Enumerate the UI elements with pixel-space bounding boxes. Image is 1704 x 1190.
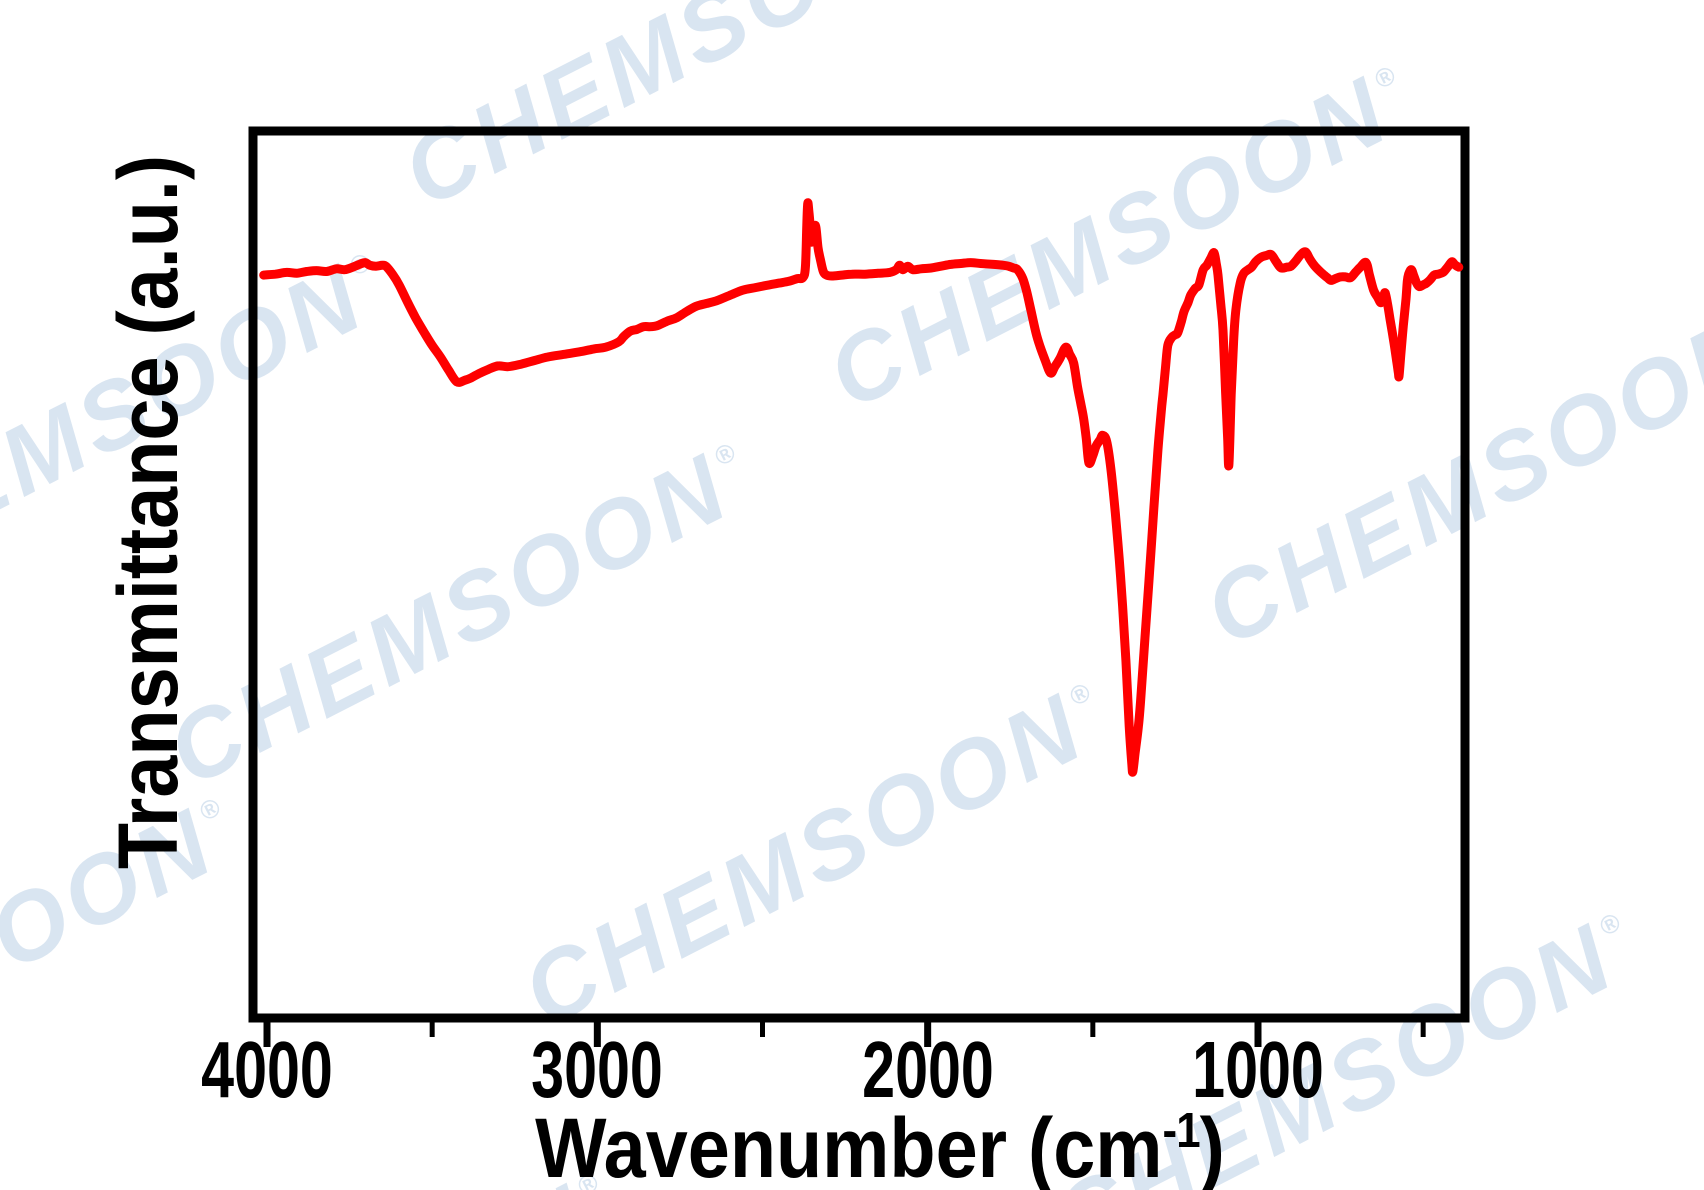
- x-tick-label: 4000: [201, 1025, 333, 1114]
- x-axis-title-text: Wavenumber (cm: [535, 1101, 1163, 1190]
- x-axis-title: Wavenumber (cm-1): [535, 1106, 1225, 1190]
- x-axis-title-close: ): [1199, 1101, 1225, 1190]
- x-tick-label: 2000: [861, 1025, 994, 1114]
- plot-frame: [248, 126, 1470, 1023]
- spectrum-curve: [259, 198, 1464, 777]
- x-tick-label: 3000: [531, 1025, 664, 1114]
- x-tick-label: 1000: [1192, 1025, 1324, 1114]
- x-axis-title-superscript: -1: [1162, 1104, 1200, 1158]
- y-axis-title-text: Transmittance (a.u.): [101, 154, 195, 870]
- y-axis-title: Transmittance (a.u.): [101, 155, 195, 869]
